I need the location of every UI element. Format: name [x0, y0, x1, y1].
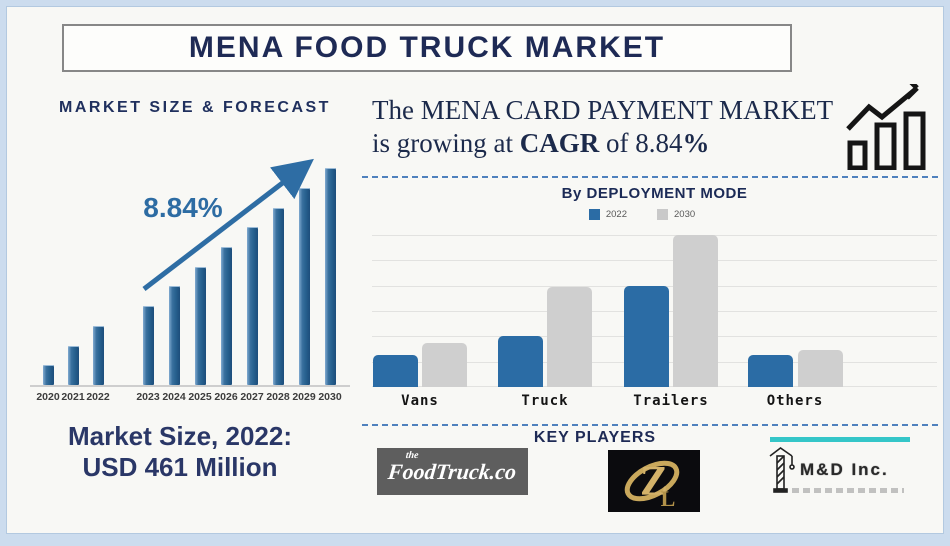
- foodtruck-logo: the FoodTruck.co: [377, 448, 528, 495]
- forecast-bar: [246, 227, 258, 385]
- deployment-chart-plot: [372, 235, 937, 387]
- deployment-bar-2030-others: [798, 350, 843, 387]
- deployment-bar-2022-trailers: [624, 286, 669, 387]
- md-teal-bar: [770, 437, 910, 442]
- forecast-chart-bars: 2020 2021 2022 2023 2024 2025 2026 2027 2028 2029…: [30, 160, 350, 403]
- market-size-callout: Market Size, 2022: USD 461 Million: [25, 421, 335, 483]
- cagr-label: 8.84%: [143, 192, 223, 223]
- crane-icon: [769, 447, 795, 493]
- legend-item-2030: 2030: [657, 209, 695, 220]
- forecast-bar: [272, 208, 284, 385]
- zl-monogram-icon: Z L: [624, 459, 680, 511]
- gridline: [372, 235, 937, 236]
- deployment-chart-title: By DEPLOYMENT MODE: [561, 185, 748, 202]
- year-label: 2022: [86, 391, 110, 403]
- legend-item-2022: 2022: [588, 209, 627, 220]
- year-label: 2030: [318, 391, 342, 403]
- deployment-bar-2022-truck: [498, 336, 543, 387]
- infographic-background: [6, 6, 944, 534]
- gridline: [372, 260, 937, 261]
- category-label-others: Others: [766, 393, 824, 409]
- page-title: MENA FOOD TRUCK MARKET: [188, 31, 666, 64]
- foodtruck-logo-prefix: the: [405, 449, 420, 461]
- dashed-divider-top: [362, 176, 938, 178]
- year-label: 2020: [36, 391, 60, 403]
- deployment-bar-2030-truck: [547, 287, 592, 387]
- market-size-line2: USD 461 Million: [82, 452, 278, 482]
- deployment-bar-2022-others: [748, 355, 793, 387]
- year-label: 2028: [266, 391, 290, 403]
- forecast-bar: [220, 247, 232, 385]
- forecast-bar: [67, 346, 79, 385]
- svg-text:Z: Z: [640, 459, 668, 505]
- headline-line2: is growing at CAGR of 8.84%: [372, 128, 710, 158]
- title-banner: MENA FOOD TRUCK MARKET: [62, 24, 792, 72]
- category-label-trailers: Trailers: [633, 393, 709, 409]
- md-logo-text: M&D Inc.: [800, 460, 889, 479]
- md-logo-row: M&D Inc.: [768, 446, 889, 494]
- headline-text: The MENA CARD PAYMENT MARKET is growing …: [372, 94, 852, 160]
- category-label-vans: Vans: [401, 393, 439, 409]
- md-tagline-blur: [792, 488, 904, 493]
- zl-logo: Z L: [608, 450, 700, 512]
- legend-swatch-2030: [657, 209, 668, 220]
- dashed-divider-bottom: [362, 424, 938, 426]
- year-label: 2021: [61, 391, 85, 403]
- market-size-line1: Market Size, 2022:: [67, 421, 292, 451]
- md-inc-logo: M&D Inc.: [768, 432, 918, 504]
- deployment-bar-2030-trailers: [673, 235, 718, 387]
- foodtruck-logo-text: the FoodTruck.co: [387, 449, 518, 484]
- forecast-bar: [92, 326, 104, 385]
- svg-text:L: L: [661, 486, 676, 511]
- legend-swatch-2022: [588, 209, 600, 220]
- deployment-bar-2030-vans: [422, 343, 467, 387]
- forecast-bar: [298, 188, 310, 385]
- chart-legend: 2022 2030: [372, 209, 912, 220]
- forecast-bar: [142, 306, 154, 385]
- legend-label-2022: 2022: [605, 209, 627, 220]
- forecast-bar: [194, 267, 206, 385]
- legend-label-2030: 2030: [674, 209, 696, 220]
- year-label: 2027: [240, 391, 264, 403]
- forecast-bar: [168, 286, 180, 385]
- year-label: 2029: [292, 391, 316, 403]
- deployment-bar-2022-vans: [373, 355, 418, 387]
- growth-arrow: [142, 158, 314, 291]
- headline-line1: The MENA CARD PAYMENT MARKET: [372, 95, 834, 125]
- year-label: 2026: [214, 391, 238, 403]
- growth-chart-icon: [846, 84, 926, 170]
- forecast-bar: [42, 365, 54, 385]
- key-players-heading: KEY PLAYERS: [533, 429, 657, 446]
- forecast-bar: [324, 168, 336, 385]
- year-label: 2024: [162, 391, 186, 403]
- forecast-heading: MARKET SIZE & FORECAST: [59, 99, 331, 116]
- year-label: 2023: [136, 391, 160, 403]
- year-label: 2025: [188, 391, 212, 403]
- category-label-truck: Truck: [521, 393, 569, 409]
